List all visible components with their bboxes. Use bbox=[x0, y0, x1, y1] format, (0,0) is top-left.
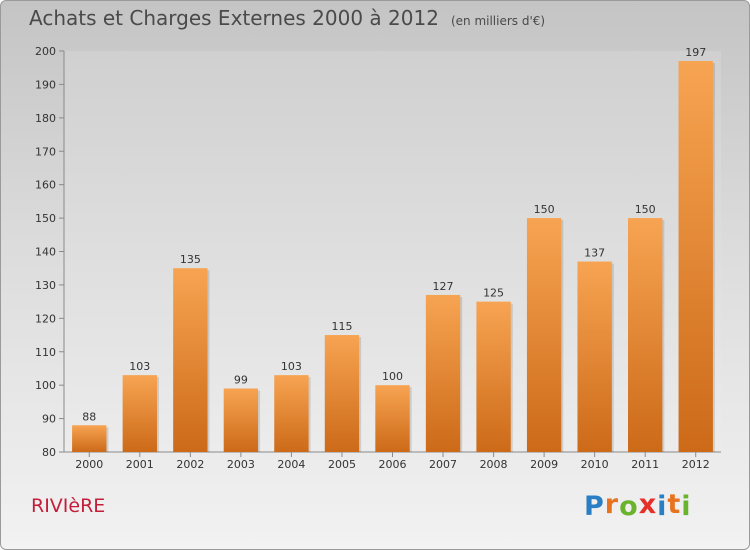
bar bbox=[628, 218, 663, 452]
x-tick-label: 2000 bbox=[75, 458, 103, 471]
bar bbox=[375, 385, 410, 452]
bar-value-label: 88 bbox=[82, 410, 96, 423]
x-tick-label: 2006 bbox=[379, 458, 407, 471]
x-tick-label: 2004 bbox=[277, 458, 305, 471]
y-axis: 80 90 100 110 120 130 140 150 160 170 180 190 200 bbox=[35, 45, 65, 459]
commune-name: RIVIèRE bbox=[31, 495, 106, 517]
y-tick-label: 200 bbox=[35, 45, 56, 58]
y-tick-label: 180 bbox=[35, 112, 56, 125]
y-tick-label: 130 bbox=[35, 279, 56, 292]
y-tick-label: 110 bbox=[35, 346, 56, 359]
bars: 88 103 135 99 103 115 100 127 125 150 137 150 197 bbox=[72, 46, 715, 453]
x-tick-label: 2008 bbox=[480, 458, 508, 471]
logo-letter: i bbox=[657, 491, 668, 522]
x-tick-label: 2002 bbox=[176, 458, 204, 471]
x-tick-label: 2005 bbox=[328, 458, 356, 471]
bar bbox=[526, 218, 562, 452]
bar-value-label: 127 bbox=[433, 280, 454, 293]
y-tick-label: 190 bbox=[35, 78, 56, 91]
proxiti-logo: Proxiti bbox=[584, 489, 692, 522]
x-tick-label: 2012 bbox=[682, 458, 710, 471]
bar bbox=[678, 61, 713, 453]
y-tick-label: 100 bbox=[35, 379, 56, 392]
bar-value-label: 125 bbox=[483, 287, 504, 300]
bar bbox=[425, 294, 461, 452]
y-tick-label: 80 bbox=[42, 446, 56, 459]
bar-value-label: 100 bbox=[382, 370, 403, 383]
bar-value-label: 197 bbox=[685, 46, 706, 59]
logo-letter: x bbox=[638, 489, 658, 520]
x-tick-label: 2011 bbox=[631, 458, 659, 471]
chart-title: Achats et Charges Externes 2000 à 2012 (e… bbox=[29, 6, 545, 30]
bar-value-label: 99 bbox=[234, 374, 248, 387]
y-tick-label: 120 bbox=[35, 312, 56, 325]
x-tick-label: 2001 bbox=[126, 458, 154, 471]
bar bbox=[223, 388, 259, 452]
bar-value-label: 135 bbox=[180, 253, 201, 266]
x-tick-label: 2009 bbox=[530, 458, 558, 471]
y-tick-label: 90 bbox=[42, 413, 56, 426]
x-tick-label: 2003 bbox=[227, 458, 255, 471]
chart-title-text: Achats et Charges Externes 2000 à 2012 bbox=[29, 6, 439, 30]
bar bbox=[274, 375, 309, 452]
bar bbox=[577, 261, 612, 452]
bar bbox=[173, 268, 208, 452]
bar-value-label: 115 bbox=[331, 320, 352, 333]
bar-value-label: 137 bbox=[584, 247, 605, 260]
bar bbox=[324, 335, 360, 452]
bar-value-label: 150 bbox=[635, 203, 656, 216]
y-tick-label: 140 bbox=[35, 246, 56, 259]
logo-letter: t bbox=[667, 489, 682, 520]
y-tick-label: 150 bbox=[35, 212, 56, 225]
y-tick-label: 160 bbox=[35, 179, 56, 192]
bar bbox=[122, 375, 157, 452]
bar-value-label: 150 bbox=[534, 203, 555, 216]
bar-value-label: 103 bbox=[281, 360, 302, 373]
logo-letter: P bbox=[584, 491, 605, 522]
y-tick-label: 170 bbox=[35, 145, 56, 158]
logo-letter: i bbox=[681, 491, 692, 522]
logo-letter: o bbox=[619, 491, 639, 522]
x-tick-label: 2007 bbox=[429, 458, 457, 471]
chart-unit-label: (en milliers d'€) bbox=[450, 14, 546, 28]
bar-value-label: 103 bbox=[129, 360, 150, 373]
x-axis: 2000 2001 2002 2003 2004 2005 2006 2007 2008 2009… bbox=[64, 451, 721, 471]
bar bbox=[476, 301, 511, 452]
logo-letter: r bbox=[604, 489, 620, 520]
bar bbox=[72, 425, 107, 452]
x-tick-label: 2010 bbox=[581, 458, 609, 471]
